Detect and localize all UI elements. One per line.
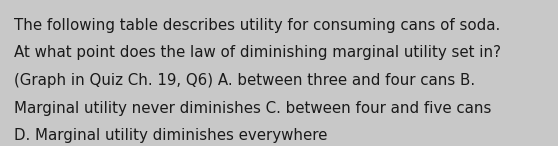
Text: D. Marginal utility diminishes everywhere: D. Marginal utility diminishes everywher… <box>14 128 328 144</box>
Text: Marginal utility never diminishes C. between four and five cans: Marginal utility never diminishes C. bet… <box>14 101 492 116</box>
Text: The following table describes utility for consuming cans of soda.: The following table describes utility fo… <box>14 18 500 33</box>
Text: At what point does the law of diminishing marginal utility set in?: At what point does the law of diminishin… <box>14 45 501 60</box>
Text: (Graph in Quiz Ch. 19, Q6) A. between three and four cans B.: (Graph in Quiz Ch. 19, Q6) A. between th… <box>14 73 475 88</box>
